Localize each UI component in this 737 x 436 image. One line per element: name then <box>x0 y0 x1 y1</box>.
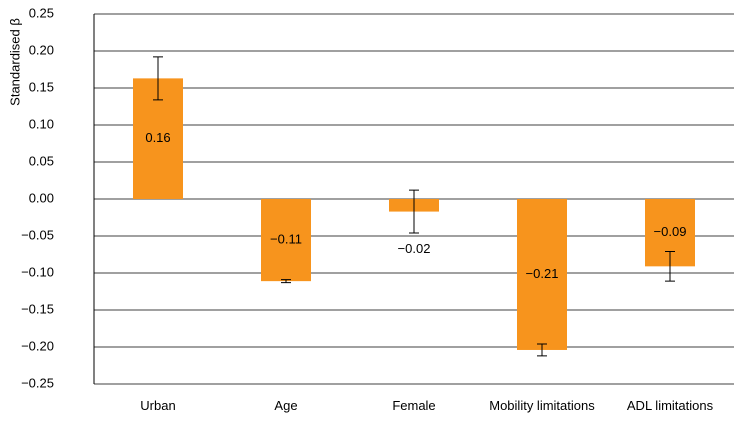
x-tick-label: Female <box>392 398 436 413</box>
error-bar <box>409 189 419 234</box>
error-bar <box>537 343 547 357</box>
error-bar <box>281 279 291 284</box>
y-tick-label: 0.00 <box>29 190 54 205</box>
y-tick-label: 0.25 <box>29 5 54 20</box>
y-tick-label: 0.20 <box>29 42 54 57</box>
data-label: −0.21 <box>526 266 559 281</box>
x-tick-label: ADL limitations <box>626 398 714 413</box>
y-tick-label: −0.05 <box>21 227 54 242</box>
y-tick-label: 0.10 <box>29 116 54 131</box>
data-label: −0.09 <box>654 224 687 239</box>
data-label: 0.16 <box>145 130 170 145</box>
y-tick-label: 0.15 <box>29 79 54 94</box>
y-axis-label: Standardised β <box>7 18 22 106</box>
data-label: −0.02 <box>398 241 431 256</box>
bar <box>517 199 567 350</box>
x-tick-label: Mobility limitations <box>489 398 595 413</box>
error-bar <box>153 56 163 101</box>
error-bar <box>665 251 675 282</box>
bar <box>261 199 311 282</box>
y-tick-label: −0.20 <box>21 338 54 353</box>
data-label: −0.11 <box>270 232 302 247</box>
y-tick-label: 0.05 <box>29 153 54 168</box>
y-tick-label: −0.10 <box>21 264 54 279</box>
y-tick-label: −0.25 <box>21 375 54 390</box>
x-tick-label: Age <box>274 398 298 413</box>
x-tick-label: Urban <box>140 398 176 413</box>
y-tick-label: −0.15 <box>21 301 54 316</box>
